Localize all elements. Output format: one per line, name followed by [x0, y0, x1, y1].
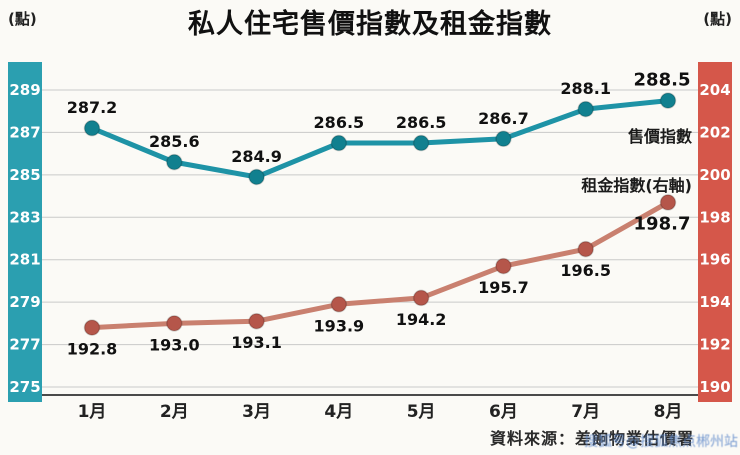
right-axis-tick: 200	[699, 166, 730, 184]
price-line	[89, 98, 671, 180]
price-point	[577, 100, 594, 118]
left-axis-tick: 281	[9, 251, 40, 269]
rent-point-label: 196.5	[560, 261, 611, 280]
right-axis-tick: 196	[699, 251, 730, 269]
left-axis-tick: 279	[9, 293, 40, 311]
x-axis-label: 7月	[571, 402, 600, 422]
right-axis-tick: 202	[699, 123, 730, 141]
legend-rent-label: 租金指數(右軸)	[581, 176, 692, 195]
rent-point	[577, 240, 594, 258]
price-point	[330, 134, 348, 152]
rent-point	[659, 194, 677, 211]
x-axis-label: 5月	[407, 402, 436, 422]
left-axis-tick: 289	[9, 81, 40, 99]
right-axis-tick: 192	[699, 336, 730, 354]
watermark: 搜狐号@搜狐焦点郴州站	[584, 434, 738, 450]
x-axis-label: 8月	[654, 402, 683, 422]
left-axis-band	[8, 62, 42, 402]
price-point-label: 286.7	[478, 109, 529, 128]
left-axis-unit-label: (點)	[8, 10, 37, 28]
price-point-label: 288.1	[560, 79, 611, 98]
price-point-label: 288.5	[634, 70, 691, 91]
price-point	[412, 134, 430, 152]
x-axis-label: 1月	[78, 402, 107, 422]
x-axis-label: 2月	[160, 402, 189, 422]
rent-point	[248, 312, 265, 330]
rent-line	[89, 199, 671, 331]
source-note: 資料來源：差餉物業估價署	[489, 429, 694, 448]
right-axis-tick: 204	[699, 81, 730, 99]
price-point	[495, 130, 512, 148]
right-axis-tick: 194	[699, 293, 730, 311]
legend-price-label: 售價指數	[628, 127, 692, 146]
rent-point-label: 193.9	[314, 316, 365, 335]
right-axis-unit-label: (點)	[703, 10, 732, 28]
rent-point-label: 194.2	[396, 310, 447, 329]
rent-point-label: 192.8	[67, 340, 118, 359]
rent-point-label: 193.0	[149, 335, 200, 354]
price-point	[659, 92, 677, 109]
right-axis-tick: 198	[699, 208, 730, 226]
left-axis-tick: 277	[9, 336, 40, 354]
price-point-label: 286.5	[314, 113, 365, 132]
x-axis-label: 3月	[242, 402, 271, 422]
right-axis-band	[698, 62, 732, 402]
rent-point-label: 198.7	[634, 213, 691, 234]
rent-point-label: 195.7	[478, 278, 529, 297]
x-axis-label: 6月	[489, 402, 518, 422]
price-point-label: 285.6	[149, 132, 200, 151]
price-point-label: 284.9	[231, 147, 282, 166]
left-axis-tick: 285	[9, 166, 40, 184]
rent-point	[166, 315, 183, 332]
rent-point	[412, 289, 430, 307]
price-point	[166, 153, 183, 171]
rent-point	[495, 257, 512, 275]
rent-point	[330, 296, 348, 313]
price-point-label: 286.5	[396, 113, 447, 132]
rent-point-label: 193.1	[231, 333, 282, 352]
price-point-label: 287.2	[67, 98, 118, 117]
rent-point	[83, 319, 101, 336]
x-axis-label: 4月	[324, 402, 353, 422]
left-axis-tick: 287	[9, 123, 40, 141]
price-point	[83, 119, 101, 137]
right-axis-tick: 190	[699, 378, 730, 396]
left-axis-tick: 275	[9, 378, 40, 396]
left-axis-tick: 283	[9, 208, 40, 226]
page-title: 私人住宅售價指數及租金指數	[188, 9, 552, 40]
price-point	[248, 168, 265, 186]
